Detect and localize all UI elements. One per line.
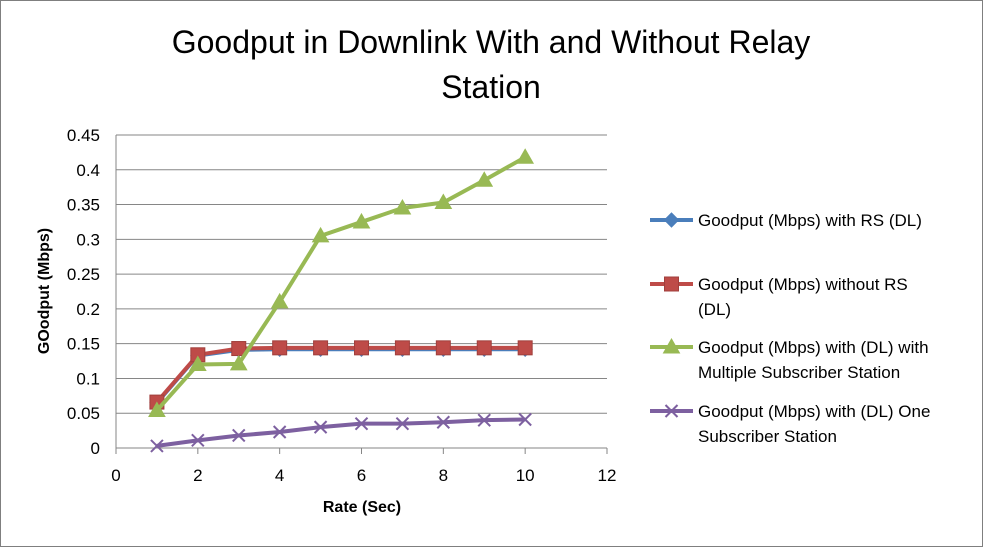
series-4-point-3-stroke-b	[232, 428, 246, 443]
x-tick-label: 2	[193, 466, 202, 485]
legend-swatch-marker-4	[664, 404, 679, 418]
legend-label-4-line-2: Subscriber Station	[698, 427, 837, 446]
legend-swatch-marker-4-stroke-b	[664, 404, 679, 418]
x-tick-label: 4	[275, 466, 284, 485]
series-3-point-1	[148, 401, 166, 417]
series-3-point-10	[516, 148, 535, 164]
legend-swatch-marker-2	[664, 276, 679, 292]
y-tick-label: 0.45	[67, 126, 100, 145]
series-line-2	[155, 345, 526, 404]
legend-label-4-line-1: Goodput (Mbps) with (DL) One	[698, 402, 930, 421]
legend: Goodput (Mbps) with RS (DL) Goodput (Mbps…	[650, 211, 930, 446]
axes: 0 0.05 0.1 0.15 0.2 0.25 0.3 0.35 0.4 0.45 0 2 4 6 8 10…	[67, 126, 617, 485]
y-tick-label: 0.2	[76, 300, 100, 319]
series-4-point-3	[232, 428, 246, 443]
series-2-point-4	[272, 340, 288, 356]
series-2-point-5	[313, 340, 329, 356]
series-2-point-7	[394, 340, 410, 356]
series-line-4	[156, 417, 526, 448]
legend-item-1: Goodput (Mbps) with RS (DL)	[650, 211, 922, 230]
y-tick-label: 0.4	[76, 161, 100, 180]
series-line-1	[155, 347, 526, 405]
series-4-point-6	[354, 416, 369, 431]
x-axis-title: Rate (Sec)	[323, 499, 401, 516]
series-4-point-2	[191, 433, 205, 448]
plot-series	[148, 148, 535, 453]
series-4-point-9-stroke-b	[477, 413, 491, 427]
series-4-point-2-stroke-b	[191, 433, 205, 448]
legend-label-2-line-2: (DL)	[698, 300, 731, 319]
legend-label-1-line-1: Goodput (Mbps) with RS (DL)	[698, 211, 922, 230]
series-4-point-5	[313, 420, 328, 434]
series-2-point-6	[354, 340, 369, 356]
series-2-point-10	[517, 340, 533, 356]
series-4-point-9	[477, 413, 491, 427]
series-3-point-4	[270, 292, 289, 309]
y-tick-label: 0.05	[67, 404, 100, 423]
x-tick-label: 0	[111, 466, 120, 485]
series-4-point-1-stroke-b	[150, 439, 164, 453]
chart-title: Goodput in Downlink With and Without Rel…	[172, 24, 811, 105]
series-4-point-6-stroke-b	[354, 416, 369, 431]
legend-swatch-marker-1	[663, 212, 680, 228]
legend-item-4: Goodput (Mbps) with (DL) One Subscriber S…	[650, 402, 930, 446]
y-tick-label: 0.15	[67, 335, 100, 354]
series-4-point-4	[272, 425, 287, 439]
y-tick-label: 0	[91, 439, 100, 458]
series-4-point-8	[436, 415, 451, 429]
series-4-point-10-stroke-b	[518, 412, 532, 427]
y-tick-label: 0.1	[76, 369, 100, 388]
series-2-point-8	[435, 340, 451, 356]
legend-label-2-line-1: Goodput (Mbps) without RS	[698, 275, 908, 294]
series-3-point-2	[188, 355, 207, 372]
chart-title-line-1: Goodput in Downlink With and Without Rel…	[172, 24, 811, 60]
series-3-point-7	[393, 199, 412, 215]
y-tick-label: 0.35	[67, 196, 100, 215]
series-3-point-6	[352, 212, 371, 229]
legend-item-2: Goodput (Mbps) without RS (DL)	[650, 275, 908, 319]
gridlines	[116, 134, 607, 414]
series-4-point-8-stroke-b	[436, 415, 451, 429]
chart-title-line-2: Station	[441, 69, 541, 105]
legend-label-3-line-2: Multiple Subscriber Station	[698, 363, 900, 382]
y-axis-title: GOodput (Mbps)	[36, 228, 53, 354]
series-4-point-4-stroke-b	[272, 425, 287, 439]
series-line-3	[155, 155, 527, 412]
series-4-point-7-stroke-b	[395, 416, 410, 431]
series-4-point-10	[518, 412, 532, 427]
series-4-point-1	[150, 439, 164, 453]
series-3-point-3	[229, 354, 248, 371]
x-tick-label: 10	[516, 466, 535, 485]
series-3-point-8	[434, 193, 453, 209]
x-tick-label: 12	[598, 466, 617, 485]
x-tick-label: 8	[439, 466, 448, 485]
legend-swatch-marker-3	[662, 337, 681, 354]
y-tick-label: 0.3	[76, 230, 100, 249]
series-4-point-5-stroke-b	[313, 420, 328, 434]
legend-label-3-line-1: Goodput (Mbps) with (DL) with	[698, 338, 929, 357]
series-4-point-7	[395, 416, 410, 431]
x-tick-label: 6	[357, 466, 366, 485]
series-3-point-9	[475, 171, 494, 187]
series-3-point-5	[311, 226, 330, 243]
y-tick-label: 0.25	[67, 265, 100, 284]
legend-item-3: Goodput (Mbps) with (DL) with Multiple Su…	[650, 337, 929, 382]
series-2-point-9	[476, 340, 492, 356]
